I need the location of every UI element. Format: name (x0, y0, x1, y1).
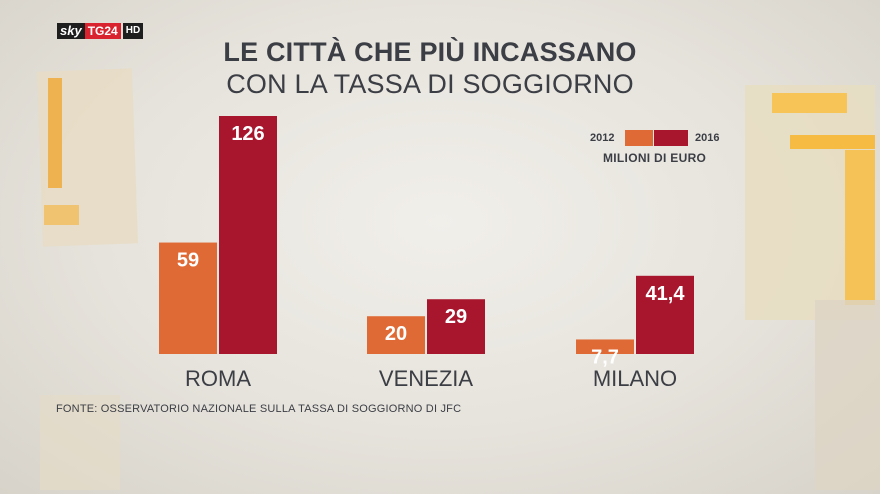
logo-brand: sky (57, 23, 85, 39)
category-label-venezia: VENEZIA (379, 366, 473, 391)
legend-swatch-2016 (654, 130, 688, 146)
category-label-milano: MILANO (593, 366, 677, 391)
bar-milano-2012 (576, 339, 634, 354)
collage-paper-bottom-left (40, 395, 120, 490)
chart-title: LE CITTÀ CHE PIÙ INCASSANO (223, 37, 637, 67)
bar-venezia-2016 (427, 299, 485, 354)
channel-logo: sky TG24 HD (57, 23, 144, 39)
source-note: FONTE: OSSERVATORIO NAZIONALE SULLA TASS… (56, 403, 462, 415)
collage-patch-left (44, 205, 79, 225)
unit-label: MILIONI DI EURO (603, 151, 707, 165)
bar-roma-2016 (219, 116, 277, 354)
data-label-venezia-2012: 20 (385, 323, 407, 345)
legend: 2012 2016 (590, 130, 730, 170)
collage-stripe-right-3 (845, 150, 875, 305)
data-label-milano-2012: 7,7 (591, 346, 619, 368)
category-label-roma: ROMA (185, 366, 251, 391)
data-label-milano-2016: 41,4 (646, 283, 686, 305)
bar-venezia-2012 (367, 316, 425, 354)
data-label-roma-2012: 59 (177, 250, 199, 272)
collage-stripe-left (48, 78, 62, 188)
bar-milano-2016 (636, 275, 694, 354)
legend-swatch-2012 (625, 130, 653, 146)
legend-label-2016: 2016 (695, 132, 720, 144)
logo-quality: HD (122, 23, 144, 39)
data-label-venezia-2016: 29 (445, 306, 467, 328)
collage-stripe-right-1 (772, 93, 847, 113)
chart-subtitle: CON LA TASSA DI SOGGIORNO (226, 69, 634, 99)
bar-roma-2012 (159, 242, 217, 354)
collage-stripe-right-2 (790, 135, 875, 149)
collage-paper-bottom-right (815, 300, 880, 490)
logo-channel: TG24 (84, 23, 121, 39)
legend-label-2012: 2012 (590, 132, 615, 144)
data-label-roma-2016: 126 (231, 123, 264, 145)
